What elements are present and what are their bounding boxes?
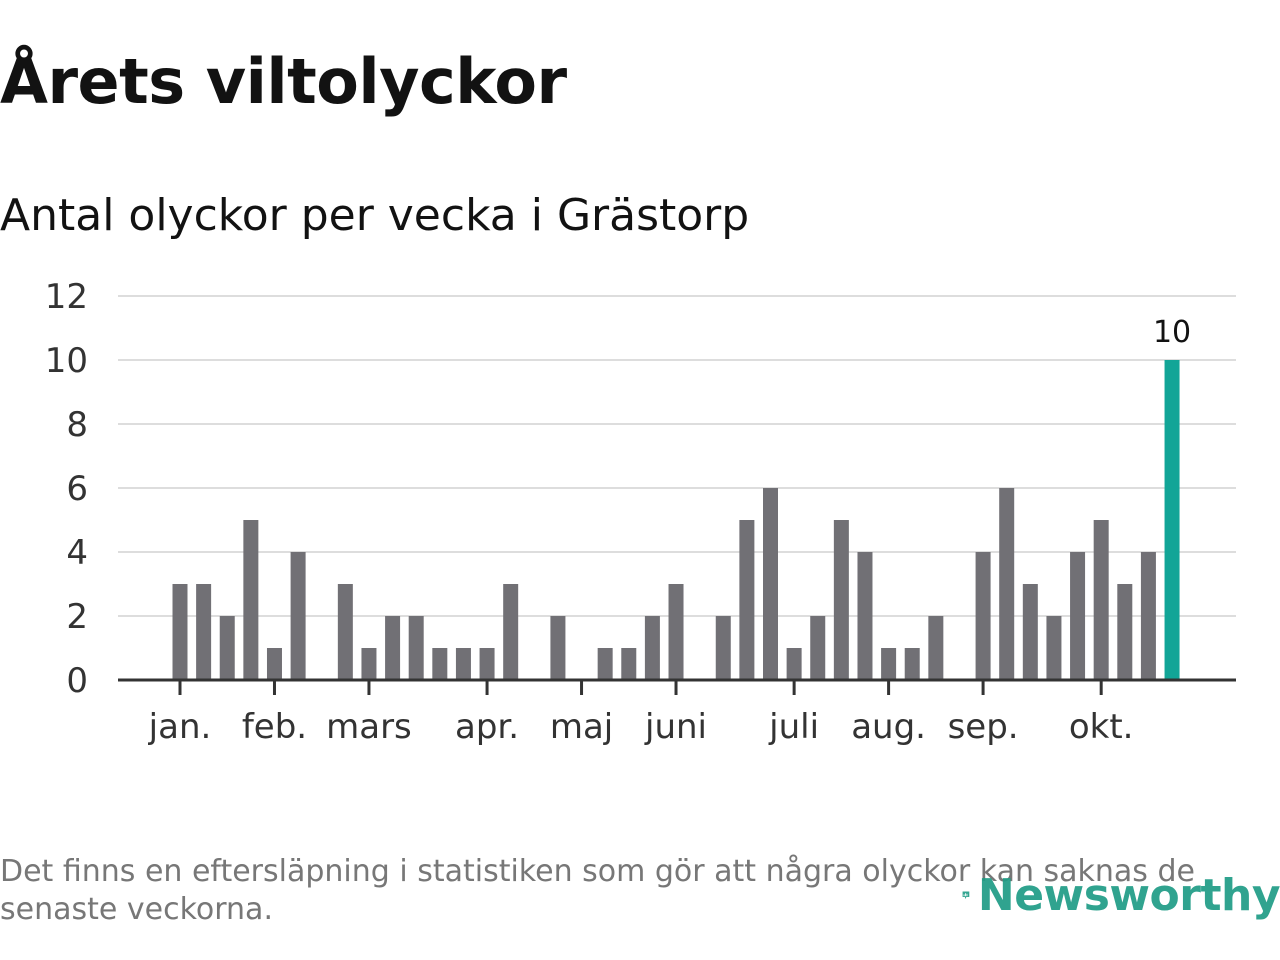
bar (597, 648, 613, 680)
bar (1022, 584, 1038, 680)
bar (928, 616, 944, 680)
bar-chart: 0 2 4 6 8 10 12 jan. feb. mars apr. maj juni juli aug… (45, 277, 1236, 747)
bar (715, 616, 731, 680)
bar (904, 648, 920, 680)
bar (786, 648, 802, 680)
y-tick-label: 0 (66, 661, 88, 701)
y-tick-label: 12 (45, 277, 88, 317)
bar (243, 520, 259, 680)
bar (1117, 584, 1133, 680)
bar (219, 616, 235, 680)
bar (668, 584, 684, 680)
bar-highlight (1164, 360, 1180, 680)
newsworthy-logo-icon (962, 891, 970, 900)
chart-subtitle: Antal olyckor per vecka i Grästorp (0, 190, 750, 241)
x-tick-label: juni (644, 707, 707, 747)
x-tick-label: juli (768, 707, 819, 747)
highlight-value-label: 10 (1153, 315, 1191, 350)
bar (503, 584, 519, 680)
chart-title: Årets viltolyckor (0, 45, 567, 118)
y-tick-label: 2 (66, 597, 88, 637)
bar (385, 616, 401, 680)
bar (763, 488, 778, 680)
bar (621, 648, 637, 680)
x-tick-label: okt. (1069, 707, 1134, 747)
bar (1070, 552, 1086, 680)
bar (337, 584, 353, 680)
logo-text: Newsworthy (977, 869, 1280, 921)
x-tick-label: mars (326, 707, 412, 747)
y-tick-label: 8 (66, 405, 88, 445)
newsworthy-logo: Newsworthy (962, 862, 1280, 928)
bar (361, 648, 377, 680)
bar (999, 488, 1015, 680)
value-labels: 10 (1153, 315, 1191, 350)
bar (408, 616, 424, 680)
bar (550, 616, 566, 680)
bar (432, 648, 448, 680)
bar (739, 520, 755, 680)
bar (1140, 552, 1156, 680)
x-tick-label: aug. (851, 707, 926, 747)
bar (290, 552, 306, 680)
bar (172, 584, 188, 680)
bar (1046, 616, 1062, 680)
bar (1093, 520, 1109, 680)
gridlines (118, 295, 1236, 617)
x-axis: jan. feb. mars apr. maj juni juli aug. sep. okt. (118, 678, 1236, 747)
bar (479, 648, 495, 680)
bar (266, 648, 282, 680)
x-tick-label: apr. (455, 707, 519, 747)
y-tick-label: 10 (45, 341, 88, 381)
y-tick-label: 4 (66, 533, 88, 573)
bar (881, 648, 897, 680)
x-tick-label: jan. (148, 707, 212, 747)
bar (644, 616, 660, 680)
x-tick-label: sep. (948, 707, 1019, 747)
bar (455, 648, 471, 680)
footnote: Det finns en eftersläpning i statistiken… (0, 854, 1195, 927)
bar (975, 552, 991, 680)
y-axis-ticks: 0 2 4 6 8 10 12 (45, 277, 88, 701)
bar (810, 616, 826, 680)
y-tick-label: 6 (66, 469, 88, 509)
bar (857, 552, 873, 680)
bar (196, 584, 212, 680)
bar (833, 520, 849, 680)
x-tick-label: feb. (242, 707, 307, 747)
x-tick-label: maj (550, 707, 613, 747)
bars (172, 360, 1180, 680)
